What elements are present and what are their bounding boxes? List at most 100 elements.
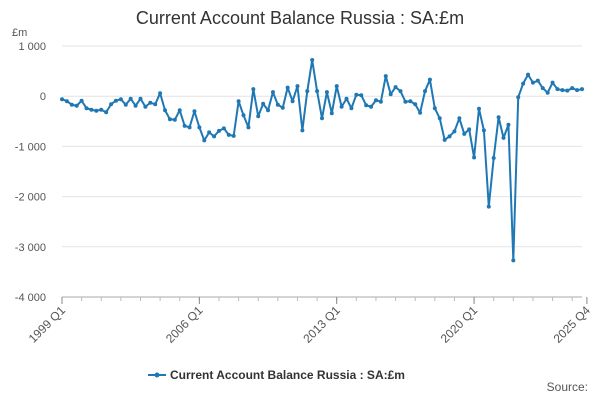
y-tick-label: -4 000	[15, 292, 46, 304]
data-point	[575, 88, 580, 93]
x-axis: 1999 Q1 2006 Q1 2013 Q1 2020 Q1 2025 Q4	[26, 296, 594, 346]
y-axis: 1 000 0 -1 000 -2 000 -3 000 -4 000	[15, 41, 46, 304]
data-point	[580, 87, 584, 92]
data-point	[437, 116, 442, 121]
data-point	[457, 116, 462, 121]
data-point	[79, 98, 84, 103]
y-tick-label: 1 000	[18, 41, 46, 53]
chart-title: Current Account Balance Russia : SA:£m	[135, 8, 465, 28]
data-point	[570, 86, 575, 91]
data-point	[251, 87, 256, 92]
data-point	[148, 100, 153, 105]
data-point	[241, 113, 246, 118]
data-point	[182, 123, 187, 128]
data-point	[275, 102, 280, 107]
data-point	[128, 96, 133, 101]
data-point	[60, 97, 64, 102]
data-point	[84, 106, 89, 111]
data-point	[118, 97, 123, 102]
data-point	[104, 110, 109, 115]
data-point	[506, 122, 511, 127]
data-point	[373, 98, 378, 103]
data-point	[290, 99, 295, 104]
data-point	[138, 96, 143, 101]
data-point	[197, 125, 202, 130]
data-point	[339, 104, 344, 109]
data-point	[472, 155, 477, 160]
data-point	[526, 72, 531, 77]
y-tick-label: -3 000	[15, 242, 46, 254]
legend[interactable]: Current Account Balance Russia : SA:£m	[148, 368, 405, 382]
data-point	[123, 102, 128, 107]
data-point	[216, 128, 221, 133]
data-point	[285, 85, 290, 90]
data-point	[530, 80, 535, 85]
x-tick-label: 2013 Q1	[300, 303, 343, 346]
data-point	[427, 77, 432, 82]
data-point	[516, 95, 521, 100]
data-point	[202, 138, 207, 143]
data-point	[521, 81, 526, 86]
data-point	[334, 84, 339, 89]
data-point	[481, 128, 486, 133]
data-point	[99, 107, 104, 112]
data-point	[192, 109, 197, 114]
data-point	[305, 89, 310, 94]
data-point	[324, 90, 329, 95]
data-point	[207, 130, 212, 135]
data-point	[560, 88, 565, 93]
data-point	[69, 102, 74, 107]
data-point	[280, 105, 285, 110]
data-point	[153, 102, 158, 107]
y-axis-label: £m	[12, 27, 27, 39]
data-point	[74, 103, 79, 108]
data-point	[320, 116, 324, 121]
data-point	[266, 108, 271, 113]
data-point	[403, 99, 408, 104]
data-point	[231, 133, 236, 138]
data-point	[364, 103, 369, 108]
data-point	[413, 102, 418, 107]
y-tick-label: -2 000	[15, 192, 46, 204]
data-point	[177, 108, 182, 113]
legend-label: Current Account Balance Russia : SA:£m	[170, 368, 405, 382]
data-point	[535, 78, 540, 83]
data-point	[344, 96, 349, 101]
data-point	[354, 92, 359, 97]
data-point	[511, 258, 516, 263]
data-point	[545, 90, 550, 95]
data-point	[315, 89, 320, 94]
data-point	[349, 106, 354, 111]
data-point	[442, 137, 447, 142]
data-point	[167, 117, 172, 122]
x-tick-label: 2025 Q4	[551, 303, 594, 346]
data-point	[163, 108, 168, 113]
data-point	[143, 104, 148, 109]
data-point	[540, 86, 545, 91]
data-point	[261, 101, 266, 106]
data-point	[423, 89, 428, 94]
data-point	[256, 114, 261, 119]
y-tick-label: 0	[40, 91, 46, 103]
data-point	[329, 111, 334, 116]
series-group	[60, 58, 584, 263]
data-point	[550, 80, 555, 85]
data-point	[236, 99, 241, 104]
data-point	[369, 104, 374, 109]
data-point	[270, 90, 275, 95]
data-point	[64, 99, 69, 104]
data-point	[226, 132, 231, 137]
data-point	[462, 131, 467, 136]
data-point	[467, 127, 472, 132]
series-line	[61, 59, 583, 262]
data-point	[565, 88, 570, 93]
data-point	[359, 93, 364, 98]
data-point	[378, 99, 383, 104]
data-point	[158, 91, 163, 96]
data-point	[221, 126, 226, 131]
data-point	[408, 99, 413, 104]
data-point	[187, 125, 192, 130]
data-point	[501, 135, 506, 140]
data-point	[476, 106, 481, 111]
grid-lines	[62, 45, 582, 298]
